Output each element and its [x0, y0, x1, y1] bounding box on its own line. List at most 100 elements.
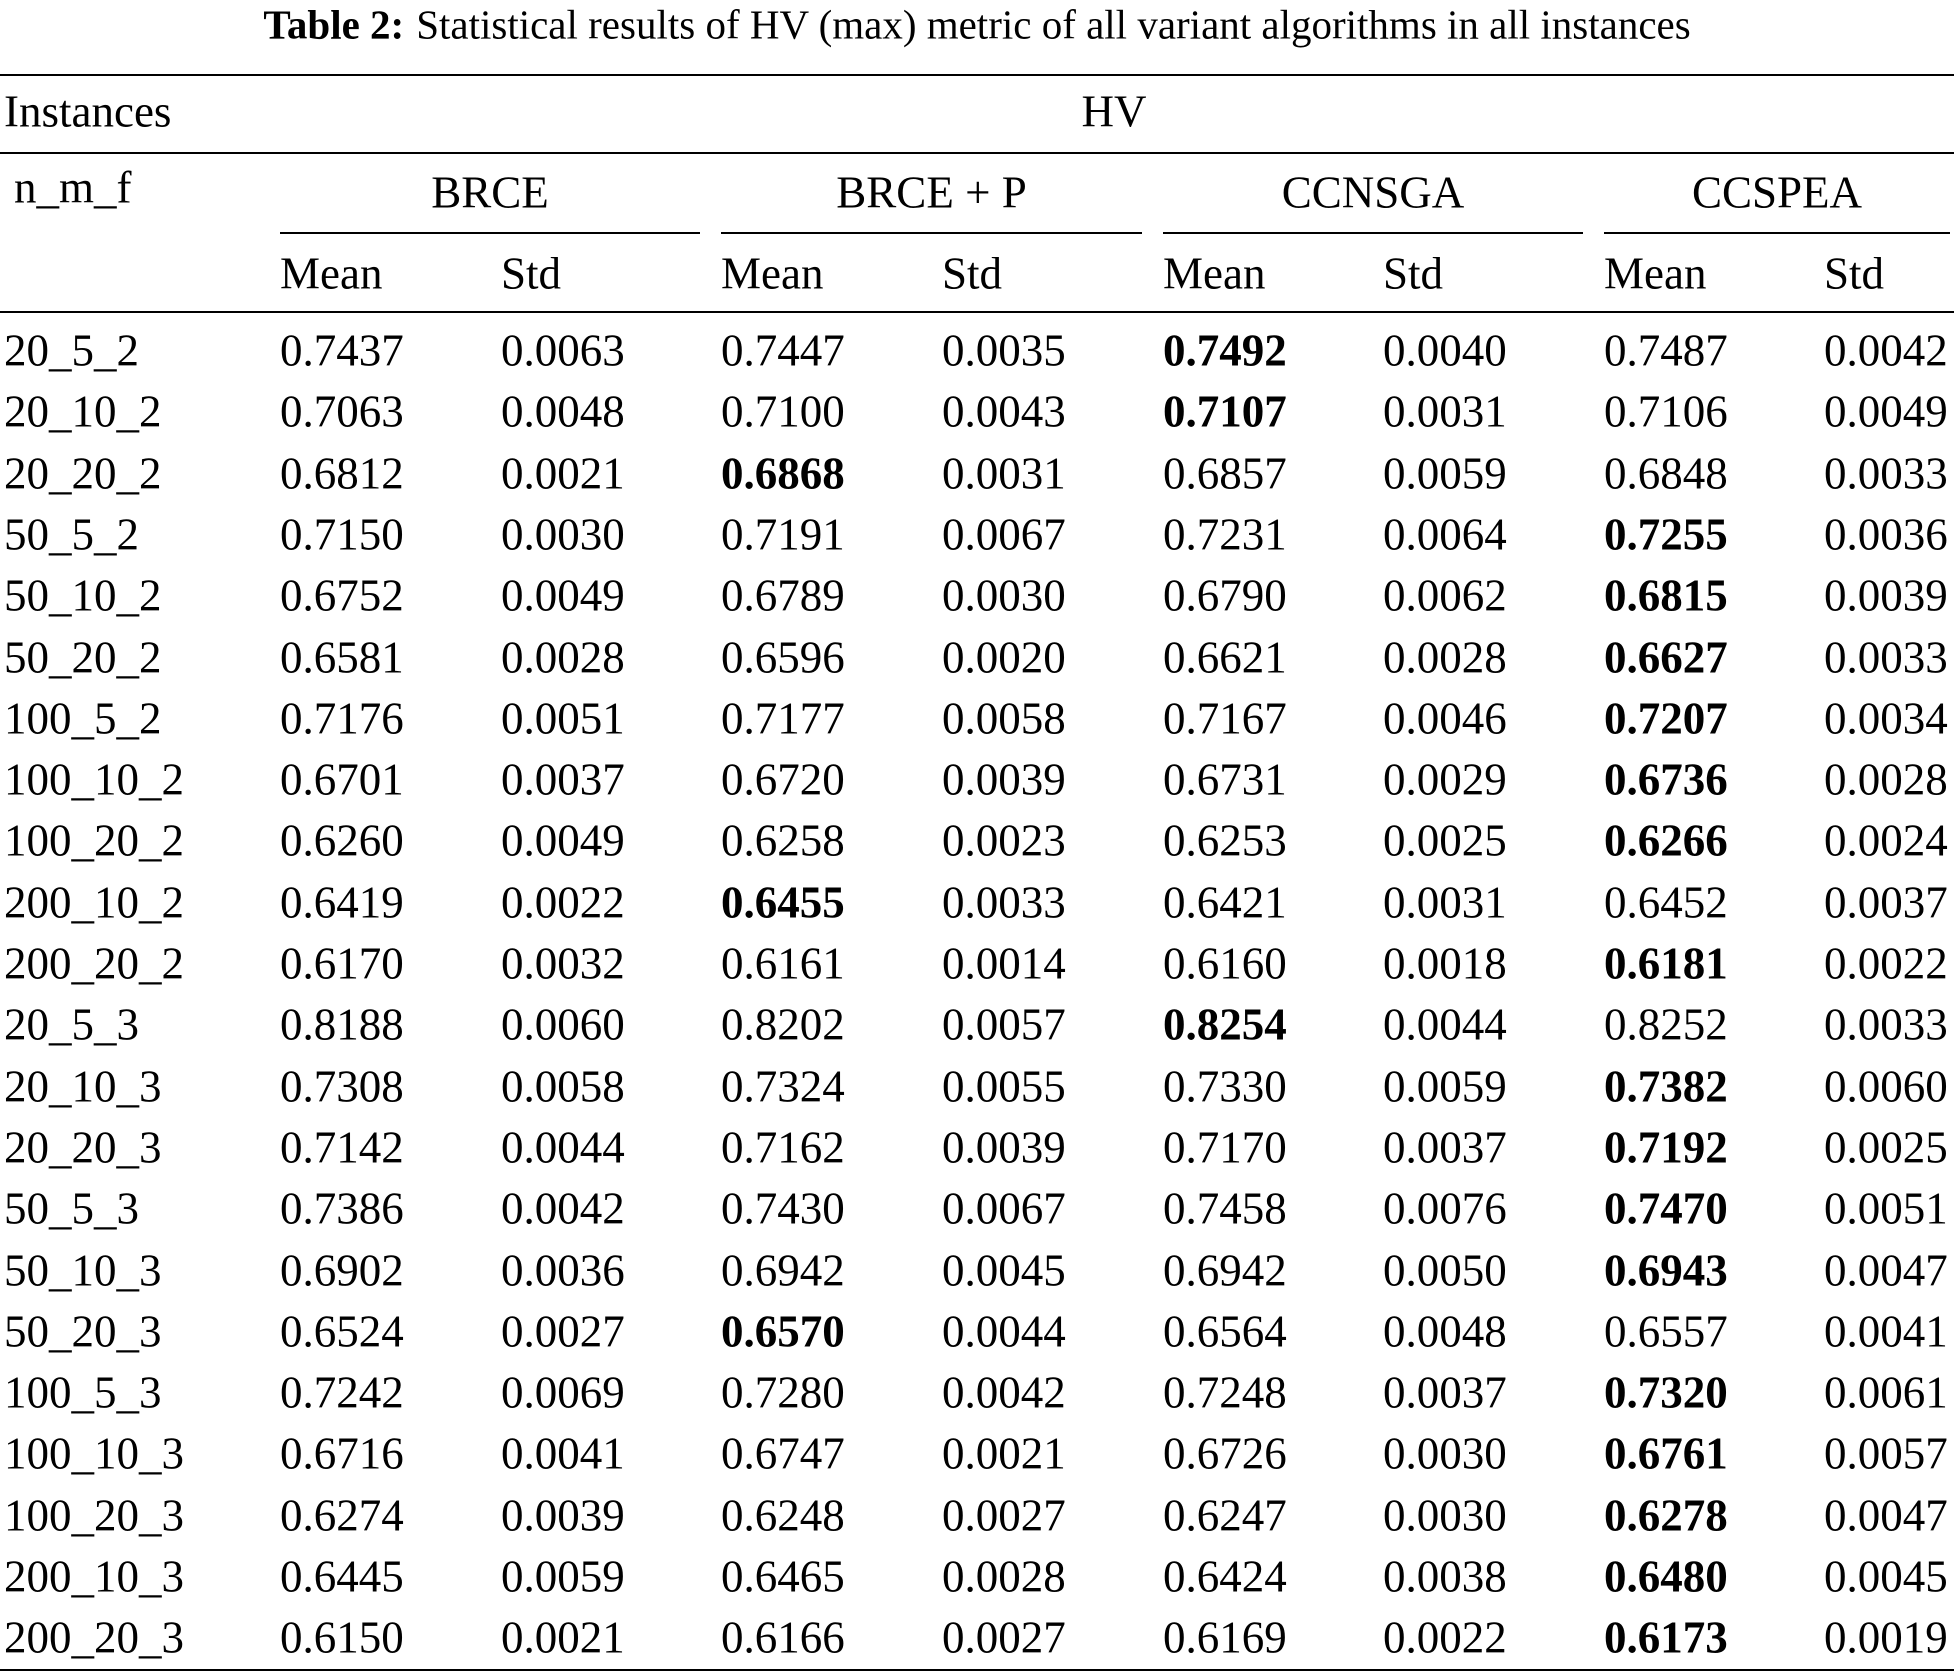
- value-cell: 0.0050: [1383, 1245, 1507, 1295]
- instance-cell: 50_10_3: [4, 1245, 162, 1295]
- value-cell: 0.7324: [721, 1061, 845, 1112]
- value-cell: 0.0041: [1824, 1306, 1948, 1357]
- value-cell: 0.8188: [280, 999, 404, 1050]
- value-cell: 0.0021: [942, 1428, 1066, 1479]
- value-cell: 0.6166: [721, 1612, 845, 1663]
- value-cell: 0.0028: [1824, 754, 1948, 805]
- value-cell: 0.0027: [942, 1612, 1066, 1663]
- value-cell: 0.0061: [1824, 1367, 1948, 1418]
- instance-cell: 100_10_2: [4, 754, 184, 805]
- value-cell: 0.0035: [942, 325, 1066, 376]
- instance-cell: 20_5_3: [4, 999, 139, 1050]
- value-cell: 0.7207: [1604, 693, 1728, 744]
- value-cell: 0.0051: [501, 693, 625, 744]
- value-cell: 0.0036: [501, 1245, 625, 1295]
- value-cell: 0.8254: [1163, 999, 1287, 1050]
- value-cell: 0.6812: [280, 448, 404, 499]
- value-cell: 0.0025: [1824, 1122, 1948, 1173]
- value-cell: 0.0030: [942, 570, 1066, 621]
- value-cell: 0.6570: [721, 1306, 845, 1357]
- value-cell: 0.6247: [1163, 1490, 1287, 1541]
- value-cell: 0.6465: [721, 1551, 845, 1602]
- value-cell: 0.7470: [1604, 1183, 1728, 1234]
- value-cell: 0.7308: [280, 1061, 404, 1112]
- value-cell: 0.7177: [721, 693, 845, 744]
- value-cell: 0.0039: [501, 1490, 625, 1541]
- value-cell: 0.6720: [721, 754, 845, 805]
- value-cell: 0.7167: [1163, 693, 1287, 744]
- instance-cell: 50_20_2: [4, 632, 162, 682]
- value-cell: 0.0027: [942, 1490, 1066, 1541]
- value-cell: 0.0033: [942, 877, 1066, 928]
- value-cell: 0.7150: [280, 509, 404, 560]
- value-cell: 0.7231: [1163, 509, 1287, 560]
- group-header: CCNSGA: [1281, 167, 1465, 218]
- value-cell: 0.0036: [1824, 509, 1948, 560]
- value-cell: 0.6943: [1604, 1245, 1728, 1295]
- value-cell: 0.0067: [942, 1183, 1066, 1234]
- value-cell: 0.0046: [1383, 693, 1507, 744]
- value-cell: 0.6731: [1163, 754, 1287, 805]
- value-cell: 0.6173: [1604, 1612, 1728, 1663]
- subcolumn-header: Mean: [1163, 248, 1266, 299]
- value-cell: 0.6266: [1604, 815, 1728, 866]
- value-cell: 0.0027: [501, 1306, 625, 1357]
- value-cell: 0.0029: [1383, 754, 1507, 805]
- value-cell: 0.0045: [1824, 1551, 1948, 1602]
- value-cell: 0.6160: [1163, 938, 1287, 989]
- value-cell: 0.7447: [721, 325, 845, 376]
- value-cell: 0.0019: [1824, 1612, 1948, 1663]
- value-cell: 0.0021: [501, 1612, 625, 1663]
- value-cell: 0.0039: [942, 1122, 1066, 1173]
- value-cell: 0.0058: [942, 693, 1066, 744]
- value-cell: 0.7176: [280, 693, 404, 744]
- value-cell: 0.7170: [1163, 1122, 1287, 1173]
- value-cell: 0.0044: [1383, 999, 1507, 1050]
- value-cell: 0.0045: [942, 1245, 1066, 1295]
- instance-cell: 50_20_3: [4, 1306, 162, 1357]
- value-cell: 0.6170: [280, 938, 404, 989]
- value-cell: 0.0028: [1383, 632, 1507, 682]
- value-cell: 0.7458: [1163, 1183, 1287, 1234]
- instance-cell: 200_20_3: [4, 1612, 184, 1663]
- value-cell: 0.0069: [501, 1367, 625, 1418]
- top-rule: [0, 74, 1954, 76]
- value-cell: 0.0051: [1824, 1183, 1948, 1234]
- value-cell: 0.6736: [1604, 754, 1728, 805]
- instance-cell: 50_5_2: [4, 509, 139, 560]
- header-rule: [0, 152, 1954, 154]
- value-cell: 0.0049: [1824, 386, 1948, 437]
- instance-cell: 20_20_3: [4, 1122, 162, 1173]
- value-cell: 0.0057: [942, 999, 1066, 1050]
- value-cell: 0.0047: [1824, 1490, 1948, 1541]
- value-cell: 0.0042: [501, 1183, 625, 1234]
- value-cell: 0.0028: [501, 632, 625, 682]
- instance-cell: 20_10_3: [4, 1061, 162, 1112]
- value-cell: 0.0021: [501, 448, 625, 499]
- instance-cell: 200_10_3: [4, 1551, 184, 1602]
- group-header: BRCE: [431, 167, 549, 218]
- value-cell: 0.7492: [1163, 325, 1287, 376]
- value-cell: 0.7248: [1163, 1367, 1287, 1418]
- value-cell: 0.6181: [1604, 938, 1728, 989]
- value-cell: 0.0067: [942, 509, 1066, 560]
- table-caption: Table 2: Statistical results of HV (max) …: [0, 4, 1954, 46]
- value-cell: 0.6726: [1163, 1428, 1287, 1479]
- value-cell: 0.0039: [1824, 570, 1948, 621]
- value-cell: 0.6942: [1163, 1245, 1287, 1295]
- value-cell: 0.7382: [1604, 1061, 1728, 1112]
- group-rule: [1163, 232, 1583, 234]
- instance-cell: 20_5_2: [4, 325, 139, 376]
- value-cell: 0.7107: [1163, 386, 1287, 437]
- value-cell: 0.0030: [1383, 1490, 1507, 1541]
- value-cell: 0.6789: [721, 570, 845, 621]
- value-cell: 0.0047: [1824, 1245, 1948, 1295]
- value-cell: 0.6424: [1163, 1551, 1287, 1602]
- value-cell: 0.6596: [721, 632, 845, 682]
- value-cell: 0.0025: [1383, 815, 1507, 866]
- subcolumn-header: Mean: [1604, 248, 1707, 299]
- value-cell: 0.7100: [721, 386, 845, 437]
- value-cell: 0.8202: [721, 999, 845, 1050]
- value-cell: 0.0030: [1383, 1428, 1507, 1479]
- value-cell: 0.0032: [501, 938, 625, 989]
